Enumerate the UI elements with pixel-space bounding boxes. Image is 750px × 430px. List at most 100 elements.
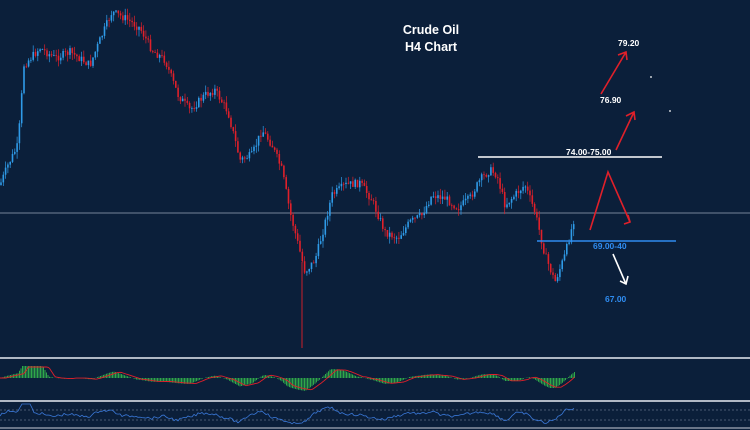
candle-body [480, 174, 483, 181]
candle-body [227, 111, 230, 118]
level-label-74-75: 74.00-75.00 [566, 147, 612, 157]
candle-body [324, 219, 327, 235]
candle-body [372, 200, 375, 202]
candle-body [446, 196, 448, 200]
candle-body [563, 254, 566, 261]
candle-body [294, 225, 297, 234]
candle-body [237, 141, 239, 153]
candle-body [384, 229, 386, 231]
candle-body [322, 234, 324, 242]
candle-body [124, 15, 126, 21]
candle-body [485, 174, 488, 177]
candle-body [469, 194, 471, 196]
candle-body [405, 227, 407, 233]
candle-body [515, 190, 517, 197]
candle-body [531, 195, 534, 204]
candle-body [101, 35, 103, 38]
candle-body [117, 10, 120, 14]
candle-body [299, 240, 301, 252]
candle-body [561, 260, 563, 270]
candle-body [142, 30, 145, 37]
candle-body [342, 183, 345, 185]
candle-body [244, 157, 246, 159]
candle-body [441, 196, 444, 199]
candle-body [421, 213, 423, 216]
candle-body [439, 195, 442, 199]
candle-body [250, 151, 253, 153]
candle-body [411, 217, 414, 220]
candle-body [296, 233, 299, 241]
chart-title: Crude Oil [403, 23, 459, 37]
candle-body [494, 172, 497, 178]
candle-body [225, 102, 228, 112]
candle-body [464, 198, 467, 201]
candle-body [20, 93, 23, 124]
candle-body [517, 190, 520, 194]
candle-body [193, 108, 195, 109]
candle-body [474, 191, 476, 197]
candle-body [398, 237, 400, 239]
candle-body [407, 221, 409, 228]
projection-arrows [589, 50, 636, 286]
candle-body [262, 132, 264, 137]
candle-body [333, 192, 336, 194]
candle-body [126, 15, 129, 20]
candle-body [200, 97, 202, 101]
candle-body [94, 51, 97, 58]
zigzag-arrowhead [623, 214, 631, 225]
candle-body [453, 205, 455, 209]
candle-body [543, 243, 545, 254]
candle-body [566, 244, 568, 255]
candle-body [78, 56, 80, 62]
candle-body [221, 99, 223, 103]
candle-body [269, 139, 271, 146]
candle-body [184, 98, 186, 101]
candle-body [202, 94, 205, 101]
candle-body [402, 233, 405, 236]
candle-body [285, 177, 287, 189]
candle-body [99, 37, 101, 44]
candle-body [448, 196, 451, 206]
candle-body [395, 237, 398, 239]
candle-body [338, 186, 340, 189]
candle-body [444, 196, 446, 200]
candle-body [241, 157, 244, 160]
candle-body [66, 51, 69, 55]
candle-body [345, 182, 347, 184]
candle-body [9, 161, 11, 165]
candle-body [96, 43, 99, 52]
candle-body [25, 66, 28, 68]
candle-body [290, 203, 292, 215]
candle-body [301, 251, 304, 262]
candle-body [158, 55, 161, 58]
candle-body [149, 39, 152, 52]
candle-body [191, 108, 193, 109]
candle-body [69, 48, 71, 55]
macd-signal-line [0, 366, 575, 391]
candle-body [524, 186, 527, 188]
candle-body [308, 269, 310, 272]
candle-body [110, 15, 113, 21]
candle-body [368, 193, 370, 200]
candle-body [522, 186, 524, 191]
candle-body [273, 147, 276, 150]
arrowhead-79 [617, 50, 628, 61]
candle-body [260, 135, 262, 137]
candle-body [540, 229, 543, 244]
candle-body [4, 167, 7, 175]
candle-body [391, 232, 393, 238]
candle-body [434, 196, 437, 199]
candle-body [27, 60, 30, 67]
level-label-67: 67.00 [605, 294, 627, 304]
candle-body [388, 232, 391, 237]
candle-body [306, 271, 308, 273]
candle-body [572, 224, 575, 230]
candle-body [80, 56, 83, 62]
oscillator-line [0, 403, 575, 425]
candle-body [131, 20, 133, 23]
candle-body [354, 179, 356, 187]
candle-body [230, 117, 232, 128]
candle-body [138, 26, 140, 30]
candle-body [181, 98, 184, 102]
candle-body [552, 272, 554, 275]
